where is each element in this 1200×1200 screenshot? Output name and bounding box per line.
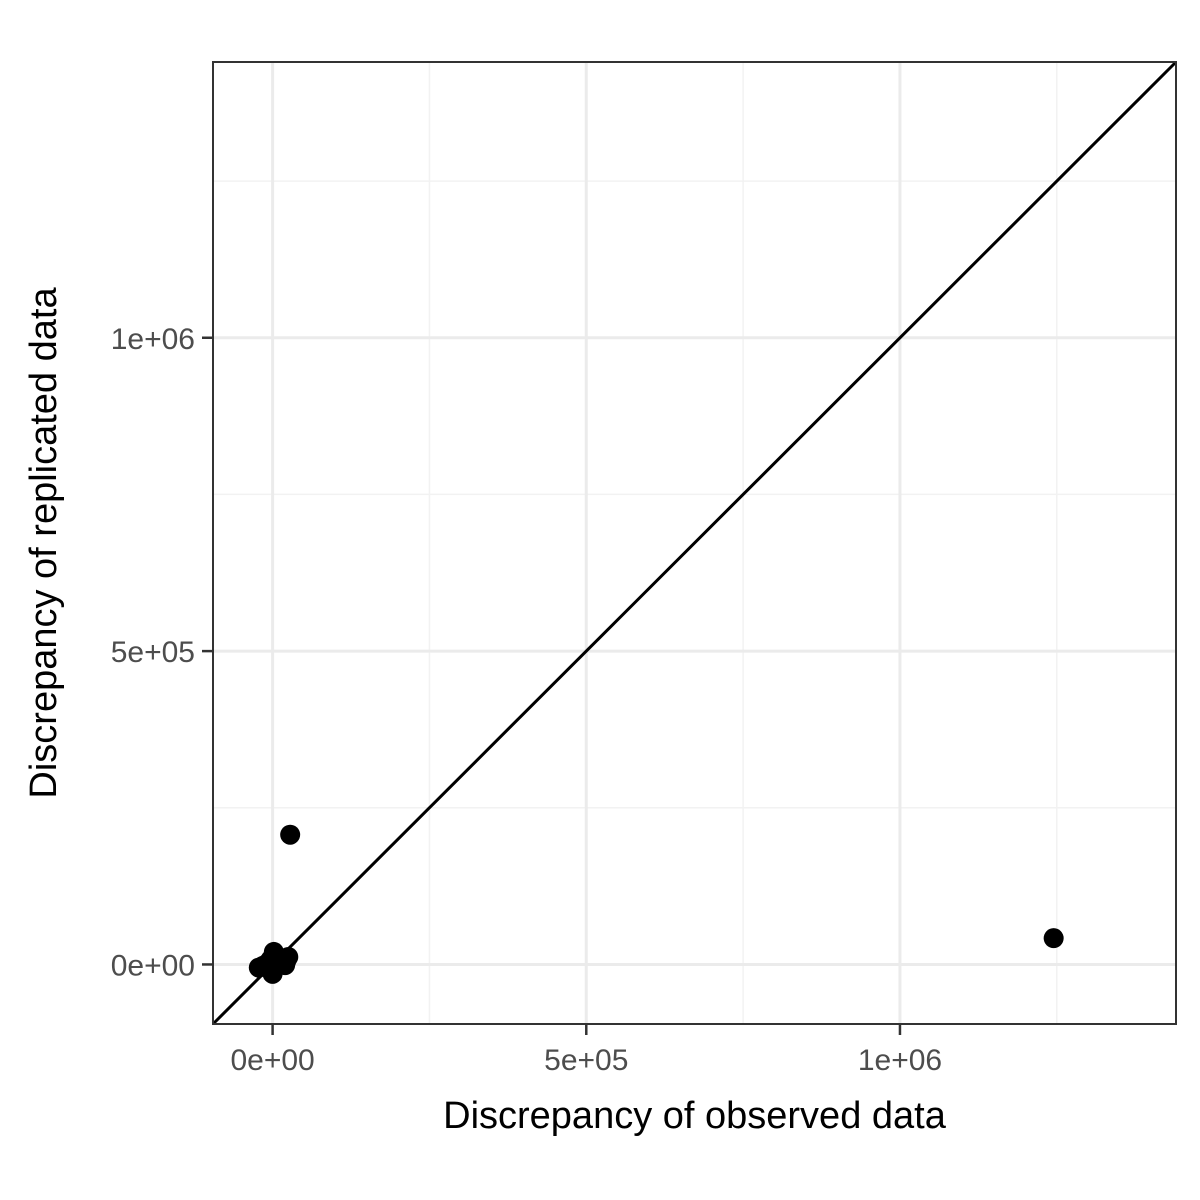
panel-border — [212, 61, 1177, 1025]
data-point — [1043, 928, 1064, 949]
x-tick-label: 0e+00 — [230, 1044, 314, 1077]
data-point — [275, 955, 296, 976]
x-tick-label: 5e+05 — [544, 1044, 628, 1077]
reference-line — [211, 60, 1178, 1026]
data-points — [248, 824, 1064, 984]
y-tick-label: 1e+06 — [111, 323, 195, 356]
y-tick-label: 5e+05 — [111, 636, 195, 669]
gridlines — [213, 62, 1176, 1024]
data-point — [280, 824, 301, 845]
reference-line-layer — [211, 60, 1178, 1026]
x-axis-ticks: 0e+00 5e+05 1e+06 — [230, 1024, 942, 1077]
x-axis-title: Discrepancy of observed data — [443, 1095, 947, 1137]
y-axis-title: Discrepancy of replicated data — [23, 287, 65, 799]
x-tick-label: 1e+06 — [858, 1044, 942, 1077]
y-axis-ticks: 0e+00 5e+05 1e+06 — [111, 323, 213, 982]
y-tick-label: 0e+00 — [111, 949, 195, 982]
